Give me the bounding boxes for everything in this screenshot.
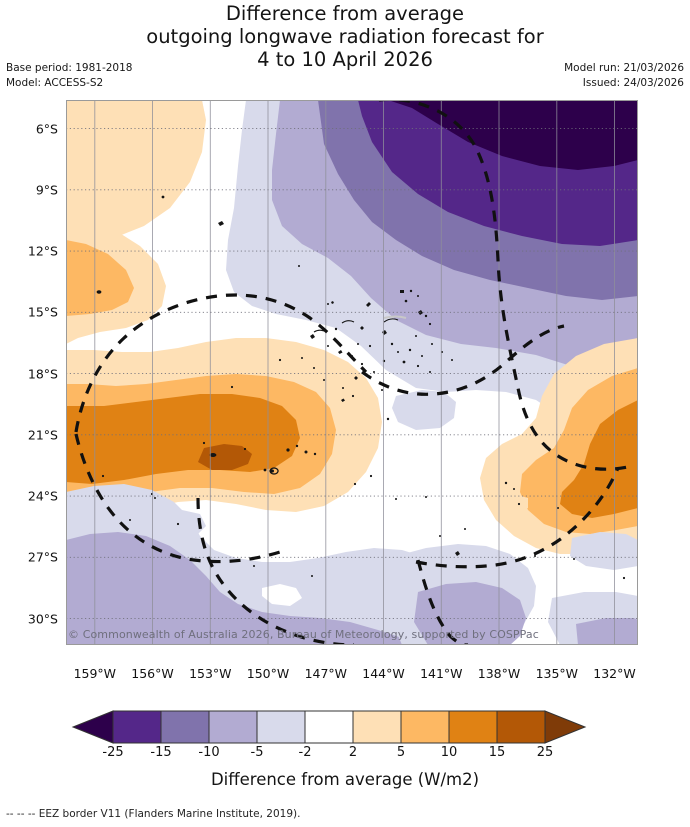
contour-band-neg25 (388, 100, 638, 170)
cbar-cell-5 (352, 710, 402, 744)
lat-tick: 24°S (27, 488, 58, 504)
lon-tick: 159°W (73, 666, 117, 681)
lat-tick: 27°S (27, 549, 58, 565)
cbar-tick: 5 (396, 745, 406, 760)
anomaly-contour-map (66, 100, 638, 645)
cbar-cell-4 (304, 710, 354, 744)
cbar-tick: 15 (488, 745, 506, 760)
model-text: Model: ACCESS-S2 (6, 76, 104, 89)
contour-band-pos15-central (198, 444, 252, 470)
meta-left: Base period: 1981-2018 Model: ACCESS-S2 (6, 61, 132, 90)
lon-tick: 135°W (535, 666, 579, 681)
cbar-extend-min (71, 710, 114, 744)
graticule (94, 100, 615, 645)
cbar-cell-7 (448, 710, 498, 744)
contour-band-neg2-mid-patch (392, 390, 456, 430)
lon-tick: 156°W (131, 666, 174, 681)
contour-band-pos10-east (560, 400, 638, 518)
contour-band-pos2-east-tongue (490, 494, 528, 512)
eez-border (74, 100, 633, 645)
page-title: Difference from average outgoing longwav… (0, 2, 690, 71)
map-panel[interactable]: © Commonwealth of Australia 2026, Bureau… (66, 100, 638, 645)
cbar-tick: 25 (536, 745, 554, 760)
cbar-tick: 10 (440, 745, 458, 760)
lon-tick: 132°W (593, 666, 636, 681)
title-line-2: outgoing longwave radiation forecast for (146, 25, 544, 48)
cbar-cell-8 (496, 710, 546, 744)
contour-band-pos2-nw (66, 100, 206, 250)
island-streak-2 (383, 315, 407, 319)
island-streak (313, 318, 399, 333)
colorbar-swatches (71, 710, 587, 744)
contour-band-neg5-east-lobe-b (576, 618, 638, 645)
eez-footnote: -- -- -- EEZ border V11 (Flanders Marine… (6, 808, 301, 820)
map-copyright: © Commonwealth of Australia 2026, Bureau… (68, 628, 539, 641)
lon-tick: 150°W (246, 666, 290, 681)
contour-band-neg2-west-patch (158, 510, 206, 538)
cbar-extend-max (544, 710, 587, 744)
title-line-1: Difference from average (225, 2, 465, 25)
island-speckles (96, 195, 626, 580)
cbar-cell-6 (400, 710, 450, 744)
lat-tick: 18°S (27, 366, 58, 382)
lon-tick: 144°W (362, 666, 405, 681)
cbar-tick: 2 (348, 745, 358, 760)
lat-tick: 12°S (27, 243, 58, 259)
lat-tick: 6°S (35, 121, 58, 137)
title-line-3: 4 to 10 April 2026 (257, 48, 433, 71)
cbar-cell-2 (208, 710, 258, 744)
cbar-tick: -10 (198, 745, 220, 760)
cbar-cell-3 (256, 710, 306, 744)
issued-text: Issued: 24/03/2026 (582, 76, 684, 89)
lon-tick: 141°W (420, 666, 463, 681)
meta-right: Model run: 21/03/2026 Issued: 24/03/2026 (564, 61, 684, 90)
base-period-text: Base period: 1981-2018 (6, 62, 133, 74)
lon-tick: 138°W (477, 666, 521, 681)
cbar-tick: -15 (150, 745, 172, 760)
lat-tick: 9°S (35, 182, 58, 198)
cbar-tick: -2 (298, 745, 312, 760)
lat-tick: 30°S (27, 611, 58, 627)
lat-tick: 15°S (27, 304, 58, 320)
lon-tick: 147°W (304, 666, 348, 681)
lat-tick: 21°S (27, 427, 58, 443)
cbar-tick: -25 (102, 745, 124, 760)
model-run-text: Model run: 21/03/2026 (564, 62, 684, 74)
contour-band-pos5-wstrip (66, 240, 134, 316)
cbar-tick: -5 (250, 745, 264, 760)
cbar-cell-0 (112, 710, 162, 744)
contour-hole-south (262, 584, 302, 606)
lon-tick: 153°W (189, 666, 232, 681)
contour-band-neg5-southeast (414, 582, 526, 645)
colorbar-title: Difference from average (W/m2) (210, 770, 480, 789)
colorbar[interactable] (0, 706, 690, 748)
cbar-cell-1 (160, 710, 210, 744)
graticule-parallels (66, 128, 638, 620)
contour-band-neg5-south (66, 532, 418, 645)
contour-band-neg2-east-lobe-a (570, 532, 638, 570)
